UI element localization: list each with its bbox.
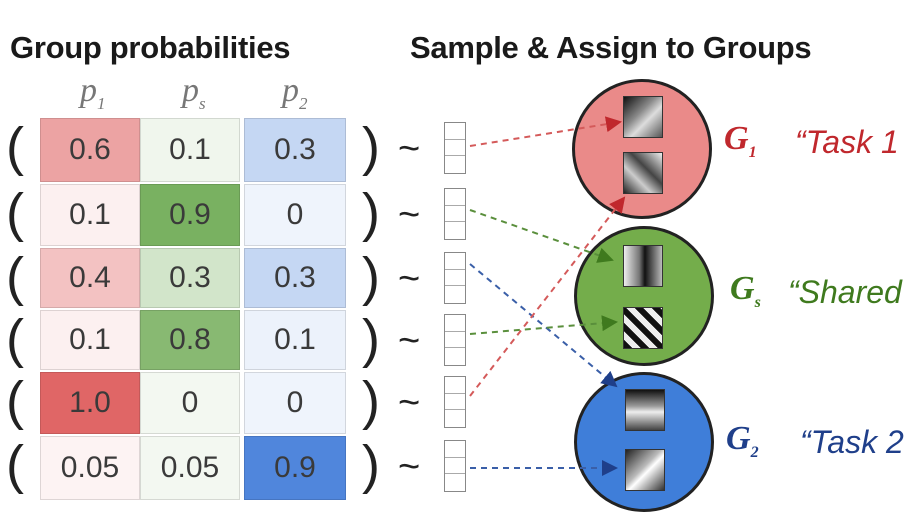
group-label-gs: Gs [730,270,761,311]
paren-close: ) [362,117,380,177]
group-name-task2: “Task 2 [800,424,904,460]
prob-cell-task1: 0.4 [40,248,140,308]
prob-cell-task1: 0.6 [40,118,140,182]
filter-thumbnail [625,449,665,491]
paren-open: ( [6,435,24,495]
filter-thumbnail [623,245,663,287]
group-name-task1: “Task 1 [795,124,899,160]
prob-cell-shared: 0.3 [140,248,240,308]
prob-cell-task1: 0.05 [40,436,140,500]
sample-vector [444,252,466,304]
prob-cell-task2: 0.3 [244,248,346,308]
filter-thumbnail [623,307,663,349]
sample-tilde: ~ [398,194,421,236]
paren-close: ) [362,247,380,307]
column-header-p2: p2 [282,72,308,113]
paren-open: ( [6,371,24,431]
prob-cell-task1: 0.1 [40,310,140,370]
column-header-p1: p1 [80,72,106,113]
group-circle-task2 [574,372,714,512]
arrow-row4-to-shared [469,315,618,335]
group-label-g1: G1 [724,120,757,161]
column-header-ps: ps [182,72,206,113]
sample-vector [444,188,466,240]
arrow-row2-to-shared [469,209,614,263]
paren-open: ( [6,247,24,307]
sample-tilde: ~ [398,382,421,424]
prob-cell-task1: 0.1 [40,184,140,246]
prob-cell-task2: 0.9 [244,436,346,500]
paren-close: ) [362,435,380,495]
paren-close: ) [362,371,380,431]
sample-vector [444,440,466,492]
sample-tilde: ~ [398,128,421,170]
arrow-row3-to-task2 [469,263,618,388]
paren-open: ( [6,183,24,243]
prob-cell-task2: 0 [244,184,346,246]
group-label-g2: G2 [726,420,759,461]
paren-close: ) [362,183,380,243]
sample-tilde: ~ [398,446,421,488]
filter-thumbnail [623,96,663,138]
arrow-row5-to-task1 [469,196,626,397]
title-sample-assign: Sample & Assign to Groups [410,30,812,65]
paren-open: ( [6,117,24,177]
sample-tilde: ~ [398,258,421,300]
prob-cell-task2: 0 [244,372,346,434]
arrow-row1-to-task1 [469,116,622,147]
prob-cell-shared: 0.8 [140,310,240,370]
title-group-probabilities: Group probabilities [10,30,291,65]
prob-cell-task2: 0.3 [244,118,346,182]
paren-open: ( [6,309,24,369]
paren-close: ) [362,309,380,369]
prob-cell-shared: 0.1 [140,118,240,182]
filter-thumbnail [623,152,663,194]
group-name-shared: “Shared [788,274,902,310]
prob-cell-task1: 1.0 [40,372,140,434]
filter-thumbnail [625,389,665,431]
prob-cell-shared: 0.9 [140,184,240,246]
sample-vector [444,314,466,366]
group-circle-task1 [572,79,712,219]
prob-cell-shared: 0 [140,372,240,434]
sample-vector [444,122,466,174]
prob-cell-shared: 0.05 [140,436,240,500]
prob-cell-task2: 0.1 [244,310,346,370]
sample-tilde: ~ [398,320,421,362]
sample-vector [444,376,466,428]
